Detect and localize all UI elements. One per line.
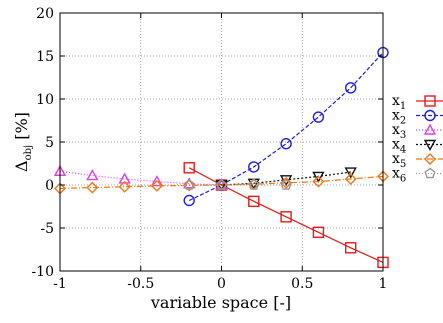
data-point-x5: [280, 176, 293, 189]
legend-label-base: x: [392, 151, 400, 167]
data-point-x5: [86, 181, 99, 194]
legend-label-sub: 2: [400, 116, 406, 127]
ticks: -1 -0.5 0 0.5 1 -10 -5 0 5 10 15 20: [31, 6, 387, 292]
y-tick-label: 0: [45, 178, 54, 194]
legend-label-base: x: [392, 122, 400, 138]
data-point-x5: [150, 179, 163, 192]
x-axis-label: variable space [-]: [150, 293, 291, 312]
y-tick-label: 20: [36, 6, 54, 22]
y-tick-label: -5: [40, 221, 54, 237]
data-point-x4: [312, 171, 325, 183]
x-tick-label: -1: [53, 276, 67, 292]
y-axis-label: Δobj [%]: [12, 112, 34, 172]
data-point-x5: [183, 179, 196, 192]
data-point-x2: [248, 161, 260, 173]
legend-marker-x1: [424, 95, 436, 107]
legend-label-base: x: [392, 166, 400, 182]
x-tick-label: 1: [379, 276, 388, 292]
data-point-x2: [345, 82, 357, 94]
data-point-x6: [248, 179, 260, 190]
legend-marker-x4: [423, 139, 437, 151]
legend-label-sub: 6: [400, 174, 406, 185]
series-line-x3: [59, 170, 222, 186]
x-tick-label: -0.5: [127, 276, 154, 292]
y-axis-label-rest: [%]: [12, 112, 31, 145]
data-point-x1: [280, 211, 292, 223]
data-point-x1: [312, 226, 325, 239]
y-axis-label-sub: obj: [23, 145, 34, 161]
legend-label-x6: x6: [392, 166, 406, 185]
y-axis-label-base: Δ: [12, 160, 31, 172]
legend-label-x5: x5: [392, 151, 406, 170]
data-point-x5: [118, 180, 131, 193]
data-point-x3: [86, 169, 99, 181]
legend-marker-x5: [424, 153, 436, 165]
data-point-x1: [183, 162, 195, 174]
legend-label-x3: x3: [392, 122, 406, 141]
legend-marker-x2: [424, 109, 436, 122]
legend-label-base: x: [392, 137, 400, 153]
data-point-x4: [344, 167, 357, 179]
data-point-x5: [215, 179, 228, 191]
x-tick-label: 0: [217, 276, 226, 292]
series-x5: [54, 170, 389, 195]
data-point-x1: [345, 242, 357, 254]
series-line-x2: [188, 52, 384, 202]
data-point-x5: [312, 175, 325, 188]
legend-label-x4: x4: [392, 137, 406, 156]
legend-label-x2: x2: [392, 108, 406, 127]
series-x4: [215, 167, 357, 192]
legend-label-base: x: [392, 93, 400, 109]
data-point-x6: [215, 179, 228, 190]
y-tick-label: -10: [31, 264, 54, 280]
y-tick-label: 10: [36, 92, 54, 108]
legend-label-sub: 1: [400, 101, 406, 112]
grid: [59, 12, 384, 272]
legend-marker-x3: [423, 123, 437, 135]
data-point-x2: [312, 111, 325, 123]
data-point-x5: [344, 172, 357, 185]
legend-label-sub: 4: [400, 145, 406, 156]
y-tick-label: 5: [45, 135, 54, 151]
legend-marker-x6: [424, 167, 436, 179]
legend-label-x1: x1: [392, 93, 406, 112]
y-tick-label: 15: [36, 49, 54, 65]
legend-label-sub: 5: [400, 159, 406, 170]
series-line-x5: [59, 175, 384, 190]
data-point-x2: [280, 138, 292, 150]
data-point-x6: [183, 179, 195, 190]
series-x6: [183, 179, 292, 190]
legend-label-base: x: [392, 108, 400, 124]
data-point-x2: [183, 194, 195, 207]
legend-label-sub: 3: [400, 130, 406, 141]
data-point-x6: [280, 179, 292, 190]
x-tick-label: 0.5: [291, 276, 313, 292]
data-point-x1: [248, 195, 260, 208]
data-point-x3: [118, 172, 131, 184]
